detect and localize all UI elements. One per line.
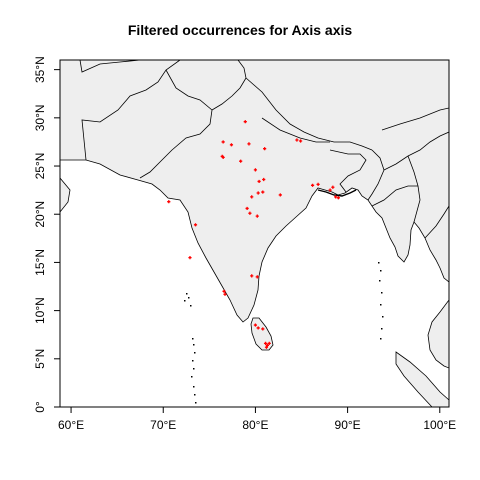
y-tick-label: 5°N [33, 349, 47, 369]
y-tick-label: 30°N [33, 104, 47, 131]
y-tick-label: 15°N [33, 249, 47, 276]
basemap [60, 60, 449, 407]
y-tick-label: 0° [33, 401, 47, 413]
land-sri-lanka [251, 318, 273, 350]
x-tick-label: 80°E [242, 418, 268, 432]
y-tick-label: 35°N [33, 56, 47, 83]
land-se-asia [428, 300, 449, 368]
y-tick-label: 25°N [33, 153, 47, 180]
occurrence-point [188, 256, 191, 259]
x-tick-label: 100°E [423, 418, 456, 432]
occurrence-point [337, 196, 340, 199]
occurrence-point [167, 200, 170, 203]
y-tick-label: 20°N [33, 201, 47, 228]
land-mainland [60, 60, 449, 322]
x-tick-label: 60°E [58, 418, 84, 432]
x-axis: 60°E 70°E 80°E 90°E 100°E [58, 407, 456, 432]
island-dots [184, 262, 384, 404]
land-arabia [60, 178, 70, 212]
y-axis: 0° 5°N 10°N 15°N 20°N 25°N 30°N 35°N [33, 56, 60, 413]
x-tick-label: 90°E [335, 418, 361, 432]
x-tick-label: 70°E [150, 418, 176, 432]
y-tick-label: 10°N [33, 297, 47, 324]
